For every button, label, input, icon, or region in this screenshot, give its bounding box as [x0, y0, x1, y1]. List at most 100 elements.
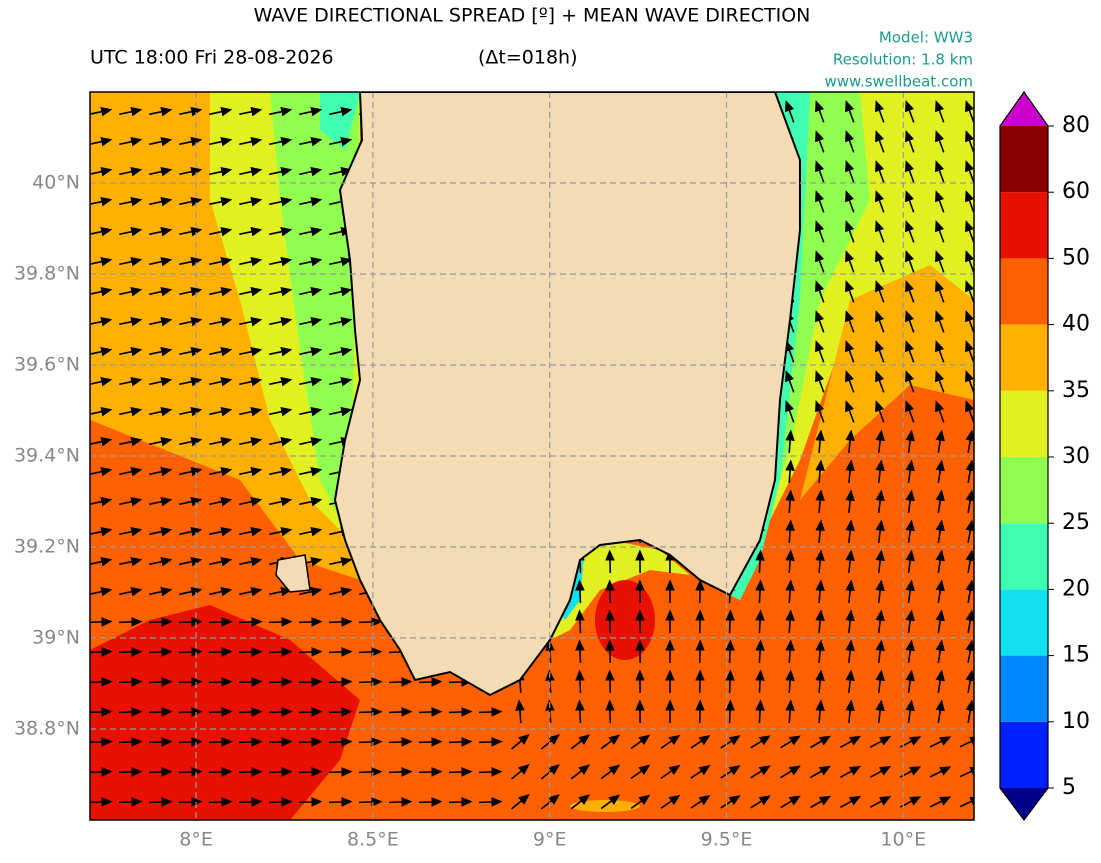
colorbar-segment [1000, 391, 1048, 457]
colorbar-segment [1000, 656, 1048, 722]
arrow [239, 742, 261, 743]
colorbar-label: 60 [1062, 179, 1090, 204]
arrow [299, 742, 321, 743]
arrow [610, 701, 611, 723]
arrow [329, 652, 351, 653]
arrow [329, 802, 351, 803]
arrow [329, 682, 351, 683]
x-tick-label: 8.5°E [347, 829, 399, 851]
arrow [179, 802, 201, 803]
arrow [119, 802, 141, 803]
arrow [580, 641, 581, 663]
arrow [299, 712, 321, 713]
arrow [610, 581, 611, 603]
arrow [329, 772, 351, 773]
arrow [389, 772, 411, 773]
colorbar-segment [1000, 589, 1048, 655]
arrow [329, 622, 351, 623]
arrow [359, 802, 381, 803]
arrow [610, 611, 611, 633]
colorbar-segment [1000, 722, 1048, 788]
y-tick-label: 39.2°N [14, 536, 80, 558]
y-tick-label: 39°N [32, 627, 80, 649]
arrow [89, 802, 111, 803]
arrow [209, 802, 231, 803]
arrow [449, 712, 471, 713]
arrow [730, 611, 731, 633]
x-tick-label: 10°E [880, 829, 926, 851]
arrow [239, 802, 261, 803]
arrow [119, 622, 141, 623]
colorbar-label: 40 [1062, 312, 1090, 337]
colorbar-label: 10 [1062, 709, 1090, 734]
arrow [359, 742, 381, 743]
colorbar-label: 25 [1062, 510, 1090, 535]
arrow [119, 682, 141, 683]
arrow [419, 802, 441, 803]
arrow [419, 742, 441, 743]
arrow [209, 652, 231, 653]
arrow [269, 682, 291, 683]
arrow [610, 671, 611, 693]
arrow [359, 682, 381, 683]
arrow [239, 652, 261, 653]
colorbar-segment [1000, 192, 1048, 258]
y-tick-label: 38.8°N [14, 718, 80, 740]
arrow [149, 652, 171, 653]
arrow [610, 551, 611, 573]
arrow [269, 802, 291, 803]
arrow [359, 652, 381, 653]
x-tick-label: 9°E [533, 829, 567, 851]
field [595, 580, 655, 660]
arrow [89, 622, 111, 623]
arrow [299, 772, 321, 773]
colorbar-segment [1000, 126, 1048, 192]
colorbar-segment [1000, 457, 1048, 523]
arrow [419, 772, 441, 773]
x-tick-label: 9.5°E [701, 829, 753, 851]
arrow [239, 682, 261, 683]
arrow [299, 622, 321, 623]
colorbar-label: 20 [1062, 576, 1090, 601]
arrow [449, 772, 471, 773]
colorbar-over [1000, 92, 1048, 126]
title: WAVE DIRECTIONAL SPREAD [º] + MEAN WAVE … [254, 5, 811, 27]
arrow [119, 712, 141, 713]
arrow [359, 712, 381, 713]
colorbar-label: 30 [1062, 444, 1090, 469]
arrow [149, 682, 171, 683]
arrow [209, 772, 231, 773]
y-tick-label: 39.8°N [14, 263, 80, 285]
arrow [89, 772, 111, 773]
arrow [179, 712, 201, 713]
arrow [179, 772, 201, 773]
arrow [419, 712, 441, 713]
arrow [239, 712, 261, 713]
arrow [299, 682, 321, 683]
arrow [119, 772, 141, 773]
arrow [119, 652, 141, 653]
colorbar-label: 80 [1062, 113, 1090, 138]
website: www.swellbeat.com [825, 73, 973, 91]
arrow [149, 742, 171, 743]
arrow [449, 802, 471, 803]
arrow [179, 652, 201, 653]
arrow [89, 682, 111, 683]
arrow [149, 712, 171, 713]
colorbar-segment [1000, 325, 1048, 391]
arrow [359, 622, 381, 623]
arrow [149, 802, 171, 803]
model: Model: WW3 [879, 29, 973, 47]
y-tick-label: 40°N [32, 172, 80, 194]
arrow [329, 712, 351, 713]
arrow [389, 742, 411, 743]
arrow [269, 622, 291, 623]
arrow [479, 742, 501, 743]
arrow [419, 682, 441, 683]
arrow [89, 652, 111, 653]
colorbar-label: 5 [1062, 775, 1076, 800]
resolution: Resolution: 1.8 km [833, 51, 973, 69]
arrow [119, 742, 141, 743]
